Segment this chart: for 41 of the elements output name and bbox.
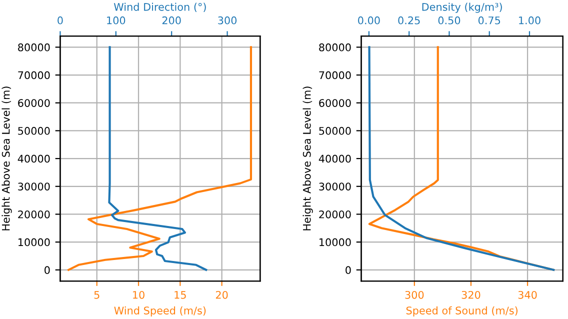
x2-tick-label: 0 <box>58 16 63 24</box>
x2-tick-label: 0.25 <box>398 16 420 24</box>
x-tick-label: 20 <box>216 290 228 299</box>
x-tick-label: 300 <box>405 290 424 299</box>
x-tick-label: 15 <box>174 291 186 299</box>
x2-tick-label: 100 <box>107 16 126 24</box>
x-axis-title: Speed of Sound (m/s) <box>406 306 518 316</box>
y-tick-label: 60000 <box>319 99 351 107</box>
y-tick-label: 50000 <box>18 126 50 135</box>
line-series <box>67 46 252 271</box>
x-tick-label: 5 <box>94 291 100 299</box>
y-axis-title: Height Above Sea Level (m) <box>302 86 313 230</box>
x-axis-title: Wind Speed (m/s) <box>114 306 206 316</box>
x-tick-label: 10 <box>133 290 144 299</box>
x2-tick-label: 0.50 <box>438 16 460 24</box>
y-tick-label: 70000 <box>18 71 50 80</box>
x2-tick-label: 0.75 <box>478 16 500 24</box>
y-tick-label: 80000 <box>319 43 351 52</box>
y-tick-label: 0 <box>44 266 50 274</box>
y-tick-label: 0 <box>346 266 351 274</box>
y-tick-label: 10000 <box>320 238 351 246</box>
y-axis-title: Height Above Sea Level (m) <box>2 86 12 230</box>
y-tick-label: 60000 <box>18 99 50 107</box>
y-tick-label: 50000 <box>319 126 351 135</box>
x2-axis-title: Wind Direction (°) <box>114 2 206 12</box>
x2-tick-label: 200 <box>162 16 181 24</box>
y-tick-label: 10000 <box>18 238 50 246</box>
x2-tick-label: 0.00 <box>358 16 380 24</box>
x2-tick-label: 1.00 <box>519 16 540 24</box>
y-tick-label: 40000 <box>18 154 50 163</box>
x-tick-label: 320 <box>462 290 480 299</box>
x2-axis-title: Density (kg/m³) <box>422 2 502 13</box>
y-tick-label: 30000 <box>18 182 50 190</box>
y-tick-label: 40000 <box>318 154 351 163</box>
y-tick-label: 80000 <box>18 43 50 52</box>
y-tick-label: 20000 <box>18 210 50 218</box>
y-tick-label: 30000 <box>319 182 351 190</box>
y-tick-label: 20000 <box>319 210 351 218</box>
y-tick-label: 70000 <box>319 71 351 80</box>
x2-tick-label: 300 <box>218 16 237 24</box>
x-tick-label: 340 <box>518 290 537 299</box>
